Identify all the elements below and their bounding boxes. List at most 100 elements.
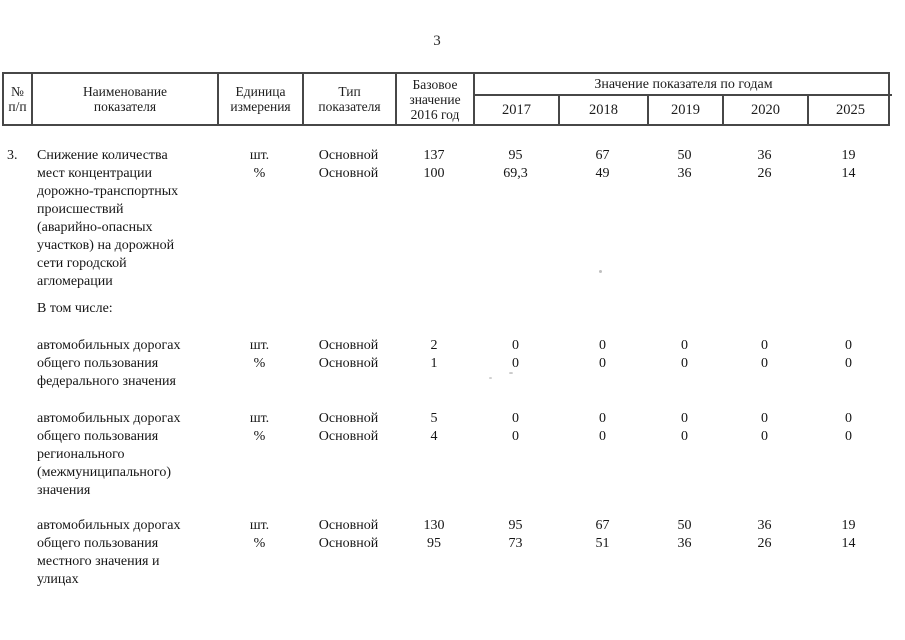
cell-line: 2 [430, 338, 438, 353]
cell-line: 67 [595, 518, 610, 533]
cell-line: 95 [508, 148, 523, 163]
header-col-num: № п/п [4, 74, 33, 124]
value-cell-2019: 50 36 [647, 147, 722, 183]
header-year-2020: 2020 [724, 96, 809, 124]
cell-line: 4 [430, 429, 438, 444]
subheading: В том числе: [37, 301, 113, 316]
cell-line: 50 [677, 148, 692, 163]
unit-cell: шт. % [217, 147, 302, 183]
cell-line: 67 [595, 148, 610, 163]
cell-line: Основной [318, 148, 379, 163]
cell-line: Основной [318, 429, 379, 444]
value-cell-2025: 0 0 [807, 337, 890, 373]
cell-line: 51 [595, 536, 610, 551]
value-cell-2025: 19 14 [807, 517, 890, 553]
value-cell-2018: 0 0 [558, 410, 647, 446]
cell-line: % [253, 536, 266, 551]
type-cell: Основной Основной [302, 337, 395, 373]
value-cell-2017: 0 0 [473, 410, 558, 446]
cell-line: 14 [841, 536, 856, 551]
cell-line: 0 [761, 338, 768, 353]
table-row-regional: автомобильных дорогах общего пользования… [2, 410, 890, 500]
cell-line: 14 [841, 166, 856, 181]
value-cell-2019: 50 36 [647, 517, 722, 553]
cell-line: 0 [512, 411, 519, 426]
cell-line: 0 [512, 429, 519, 444]
type-cell: Основной Основной [302, 410, 395, 446]
cell-line: 19 [841, 148, 856, 163]
cell-line: 5 [430, 411, 438, 426]
cell-line: шт. [249, 338, 270, 353]
cell-line: шт. [249, 148, 270, 163]
value-cell-base: 137 100 [395, 147, 473, 183]
cell-line: 0 [599, 338, 606, 353]
scan-artifact-dot [599, 270, 602, 273]
cell-line: 0 [761, 356, 768, 371]
value-cell-base: 2 1 [395, 337, 473, 373]
cell-line: 26 [757, 166, 772, 181]
page-number: 3 [433, 33, 441, 49]
cell-line: % [253, 429, 266, 444]
cell-line: Основной [318, 356, 379, 371]
value-cell-2017: 0 0 [473, 337, 558, 373]
header-col-unit: Единица измерения [219, 74, 304, 124]
cell-line: 0 [512, 356, 519, 371]
indicator-name: автомобильных дорогах общего пользования… [37, 518, 181, 587]
cell-line: Основной [318, 338, 379, 353]
cell-line: 50 [677, 518, 692, 533]
cell-line: 36 [677, 536, 692, 551]
unit-cell: шт. % [217, 337, 302, 373]
header-years-group: Значение показателя по годам [475, 74, 892, 96]
value-cell-2018: 0 0 [558, 337, 647, 373]
indicator-name: автомобильных дорогах общего пользования… [37, 338, 181, 389]
cell-line: 73 [508, 536, 523, 551]
table-row-main: 3. Снижение количества мест концентрации… [2, 147, 890, 291]
scan-artifact-dot [489, 377, 492, 379]
row-number: 3. [7, 148, 18, 163]
indicator-name: автомобильных дорогах общего пользования… [37, 411, 181, 498]
indicator-name: Снижение количества мест концентрации до… [37, 148, 179, 289]
cell-line: Основной [318, 518, 379, 533]
value-cell-2017: 95 73 [473, 517, 558, 553]
cell-line: 49 [595, 166, 610, 181]
cell-line: шт. [249, 518, 270, 533]
cell-line: 130 [423, 518, 445, 533]
value-cell-2018: 67 49 [558, 147, 647, 183]
cell-line: % [253, 356, 266, 371]
cell-line: 69,3 [503, 166, 528, 181]
cell-line: 95 [508, 518, 523, 533]
value-cell-2017: 95 69,3 [473, 147, 558, 183]
value-cell-base: 130 95 [395, 517, 473, 553]
cell-line: 36 [677, 166, 692, 181]
value-cell-2025: 19 14 [807, 147, 890, 183]
cell-line: 0 [599, 429, 606, 444]
cell-line: 0 [845, 356, 852, 371]
cell-line: 26 [757, 536, 772, 551]
cell-line: 0 [681, 411, 688, 426]
cell-line: 0 [845, 338, 852, 353]
scan-artifact-dot [509, 372, 513, 374]
header-col-type: Тип показателя [304, 74, 397, 124]
cell-line: 36 [757, 518, 772, 533]
cell-line: 95 [427, 536, 441, 551]
value-cell-2020: 0 0 [722, 337, 807, 373]
value-cell-base: 5 4 [395, 410, 473, 446]
cell-line: 0 [599, 356, 606, 371]
header-col-name: Наименование показателя [33, 74, 219, 124]
cell-line: 19 [841, 518, 856, 533]
cell-line: 0 [512, 338, 519, 353]
type-cell: Основной Основной [302, 147, 395, 183]
table-body: 3. Снижение количества мест концентрации… [2, 126, 890, 589]
header-year-2018: 2018 [560, 96, 649, 124]
cell-line: Основной [318, 411, 379, 426]
cell-line: 0 [845, 429, 852, 444]
value-cell-2019: 0 0 [647, 337, 722, 373]
value-cell-2020: 36 26 [722, 147, 807, 183]
cell-line: Основной [318, 536, 379, 551]
table-row-local: автомобильных дорогах общего пользования… [2, 517, 890, 589]
value-cell-2020: 36 26 [722, 517, 807, 553]
header-col-base: Базовое значение 2016 год [397, 74, 475, 124]
header-year-2025: 2025 [836, 101, 865, 118]
cell-line: 0 [681, 338, 688, 353]
unit-cell: шт. % [217, 517, 302, 553]
